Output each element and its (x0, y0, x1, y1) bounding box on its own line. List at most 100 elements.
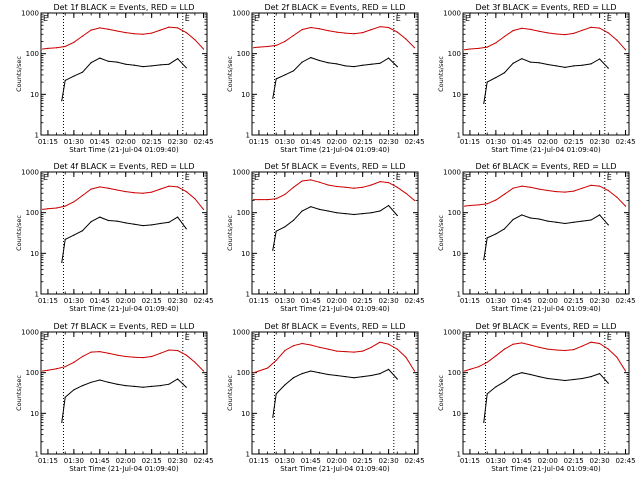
marker-label-left: E (43, 14, 48, 23)
events-point (512, 62, 514, 64)
plot-frame (462, 12, 630, 136)
x-tick-label: 02:00 (327, 138, 347, 146)
panel-title: Det 6f BLACK = Events, RED = LLD (475, 162, 616, 171)
lld-point (413, 47, 416, 49)
lld-point (353, 33, 355, 35)
x-tick-label: 02:15 (142, 457, 162, 465)
x-tick-label: 02:30 (379, 297, 399, 305)
lld-point (495, 42, 497, 44)
x-tick-label: 01:15 (460, 297, 480, 305)
x-tick-label: 01:30 (275, 138, 295, 146)
y-tick-label: 1000 (21, 329, 39, 337)
events-point (168, 383, 170, 385)
lld-point (396, 186, 398, 188)
events-point (125, 222, 127, 224)
events-point (90, 381, 92, 383)
lld-point (478, 47, 480, 50)
lld-point (310, 179, 312, 181)
events-point (142, 386, 144, 388)
lld-point (47, 369, 49, 371)
plot-frame (462, 331, 630, 455)
x-tick-label: 01:30 (486, 297, 506, 305)
events-point (486, 81, 488, 83)
lld-point (107, 28, 109, 30)
events-point (292, 219, 295, 221)
x-axis-label: Start Time (21-Jul-04 01:09:40) (491, 465, 601, 473)
lld-point (529, 28, 532, 30)
lld-point (512, 343, 514, 345)
x-tick-label: 02:15 (564, 138, 584, 146)
events-point (344, 376, 346, 378)
lld-point (292, 345, 295, 347)
events-point (555, 65, 558, 67)
lld-point (275, 359, 277, 361)
events-point (107, 60, 109, 62)
lld-point (624, 370, 627, 372)
lld-point (464, 49, 466, 51)
events-point (327, 62, 329, 64)
events-series-line (483, 214, 609, 260)
x-tick-label: 01:45 (512, 297, 532, 305)
events-point (151, 65, 153, 67)
events-point (275, 78, 277, 80)
lld-point (547, 189, 549, 192)
y-tick-label: 100 (237, 50, 250, 58)
events-point (177, 378, 179, 380)
x-tick-label: 02:00 (116, 457, 136, 465)
marker-label-left: E (43, 173, 48, 182)
events-point (125, 385, 127, 387)
lld-point (564, 34, 566, 36)
lld-point (616, 356, 618, 358)
y-tick-label: 10 (452, 250, 461, 258)
x-tick-label: 01:15 (249, 457, 269, 465)
lld-point (133, 33, 135, 35)
events-point (590, 219, 592, 221)
events-point (61, 100, 63, 102)
events-point (301, 373, 303, 375)
lld-point (388, 343, 390, 345)
events-point (555, 378, 558, 381)
events-point (99, 216, 101, 218)
marker-label-left: E (465, 14, 470, 23)
x-tick-label: 02:15 (142, 138, 162, 146)
lld-point (512, 187, 514, 189)
lld-point (258, 370, 260, 372)
marker-label-left: E (465, 173, 470, 182)
lld-point (151, 32, 153, 34)
y-tick-label: 1 (457, 291, 461, 299)
lld-point (624, 205, 627, 207)
y-tick-label: 100 (237, 209, 250, 217)
events-point (64, 238, 66, 240)
lld-point (547, 32, 549, 34)
events-point (64, 79, 66, 81)
x-tick-label: 02:00 (327, 297, 347, 305)
detector-panel: Det 1f BLACK = Events, RED = LLD 1 10 100 10… (15, 3, 214, 154)
events-point (607, 67, 609, 69)
lld-point (599, 27, 601, 29)
plot-frame (251, 331, 419, 455)
lld-point (99, 186, 101, 188)
events-point (547, 63, 549, 66)
x-tick-label: 02:45 (615, 138, 635, 146)
y-tick-label: 100 (26, 369, 39, 377)
marker-label-right: E (396, 173, 401, 182)
events-point (336, 374, 338, 377)
events-point (362, 376, 364, 378)
lld-point (194, 361, 196, 363)
events-point (292, 70, 295, 72)
detector-panel: Det 4f BLACK = Events, RED = LLD 1 10 100 10… (15, 162, 214, 313)
events-point (370, 212, 372, 214)
lld-point (81, 35, 84, 37)
lld-point (159, 352, 161, 354)
x-tick-label: 02:00 (538, 297, 558, 305)
x-tick-label: 02:45 (193, 138, 213, 146)
y-axis-label: Counts/sec (226, 56, 234, 92)
lld-point (81, 355, 84, 358)
x-tick-label: 01:45 (301, 138, 321, 146)
events-point (185, 386, 187, 388)
events-point (107, 219, 109, 222)
events-point (538, 218, 540, 220)
lld-point (624, 49, 627, 51)
events-point (168, 221, 170, 223)
